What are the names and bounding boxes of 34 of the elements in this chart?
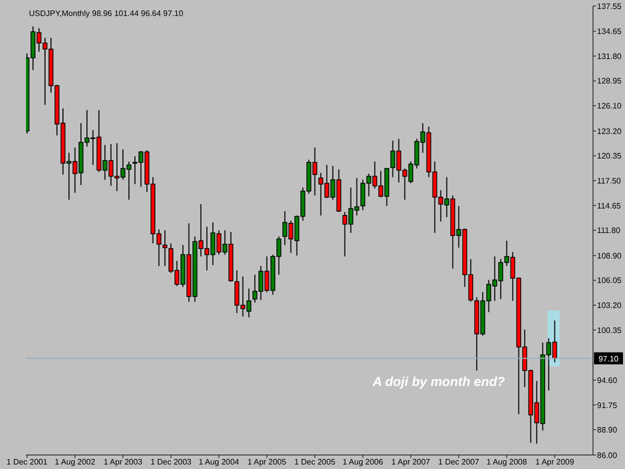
candlestick [162, 230, 168, 266]
x-tick-label: 1 Apr 2005 [248, 458, 287, 467]
x-tick-label: 1 Apr 2007 [391, 458, 431, 467]
x-tick-label: 1 Aug 2004 [198, 458, 240, 467]
y-tick-label: 123.20 [597, 126, 622, 136]
x-tick-label: 1 Aug 2008 [486, 458, 528, 467]
y-tick-label: 103.20 [597, 301, 622, 310]
chart-title: USDJPY,Monthly 98.96 101.44 96.64 97.10 [29, 9, 184, 18]
x-tick-label: 1 Apr 2003 [104, 458, 143, 467]
y-tick-label: 86.00 [597, 450, 618, 460]
y-tick-label: 126.10 [597, 102, 622, 111]
x-tick-label: 1 Aug 2002 [54, 458, 96, 467]
y-tick-label: 120.35 [597, 152, 622, 161]
y-tick-label: 128.95 [597, 76, 622, 86]
x-tick-label: 1 Aug 2006 [342, 458, 384, 467]
y-tick-label: 117.50 [597, 176, 622, 186]
y-tick-label: 111.80 [597, 226, 621, 236]
y-tick-label: 137.55 [597, 2, 622, 11]
x-tick-label: 1 Dec 2001 [6, 458, 48, 467]
x-tick-label: 1 Dec 2007 [438, 458, 480, 467]
x-tick-label: 1 Dec 2005 [294, 458, 336, 467]
y-tick-label: 91.75 [597, 400, 618, 410]
y-tick-label: 131.80 [597, 52, 622, 61]
ref-line-label: 97.10 [598, 354, 620, 364]
x-tick-label: 1 Dec 2003 [150, 458, 192, 467]
y-tick-label: 94.60 [597, 376, 618, 385]
y-tick-label: 114.65 [597, 201, 622, 210]
y-tick-label: 108.90 [597, 251, 622, 260]
y-tick-label: 100.35 [597, 326, 622, 335]
x-tick-label: 1 Apr 2009 [535, 458, 575, 467]
y-tick-label: 88.90 [597, 426, 618, 435]
annotation: A doji by month end? [372, 374, 505, 389]
y-tick-label: 134.65 [597, 27, 622, 36]
y-tick-label: 106.05 [597, 276, 622, 286]
